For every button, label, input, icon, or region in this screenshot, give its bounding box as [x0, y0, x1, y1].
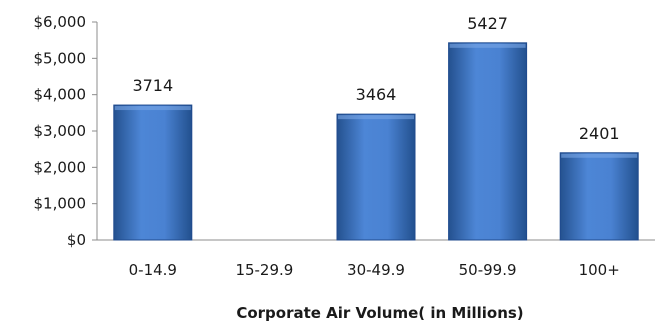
y-tick-label: $0: [67, 231, 86, 249]
y-tick-label: $6,000: [34, 13, 87, 31]
x-axis-ticks: 0-14.9 15-29.9 30-49.9 50-99.9 100+: [129, 261, 620, 279]
y-tick-label: $4,000: [34, 86, 87, 104]
bar-top-highlight: [114, 106, 191, 111]
x-tick-label: 50-99.9: [459, 261, 517, 279]
y-tick-label: $1,000: [34, 195, 87, 213]
y-tick-label: $2,000: [34, 158, 87, 176]
x-tick-label: 0-14.9: [129, 261, 177, 279]
bar: [559, 152, 639, 241]
y-tick-label: $3,000: [34, 122, 87, 140]
x-axis-title: Corporate Air Volume( in Millions): [236, 304, 523, 322]
bar: [113, 104, 193, 241]
x-tick-label: 100+: [579, 261, 620, 279]
bar: [448, 42, 528, 241]
x-tick-label: 30-49.9: [347, 261, 405, 279]
data-label: 3714: [132, 76, 173, 95]
bar: [336, 113, 416, 241]
data-label: 3464: [356, 85, 397, 104]
bars: [113, 42, 639, 241]
x-tick-label: 15-29.9: [235, 261, 293, 279]
data-label: 5427: [467, 14, 508, 33]
bar-top-highlight: [449, 43, 526, 48]
bar-top-highlight: [338, 115, 414, 120]
y-axis-ticks: $0 $1,000 $2,000 $3,000 $4,000 $5,000 $6,000: [34, 13, 97, 249]
bar-top-highlight: [561, 153, 638, 158]
y-tick-label: $5,000: [34, 49, 87, 67]
data-label: 2401: [579, 124, 620, 143]
data-labels: 3714 3464 5427 2401: [132, 14, 619, 143]
